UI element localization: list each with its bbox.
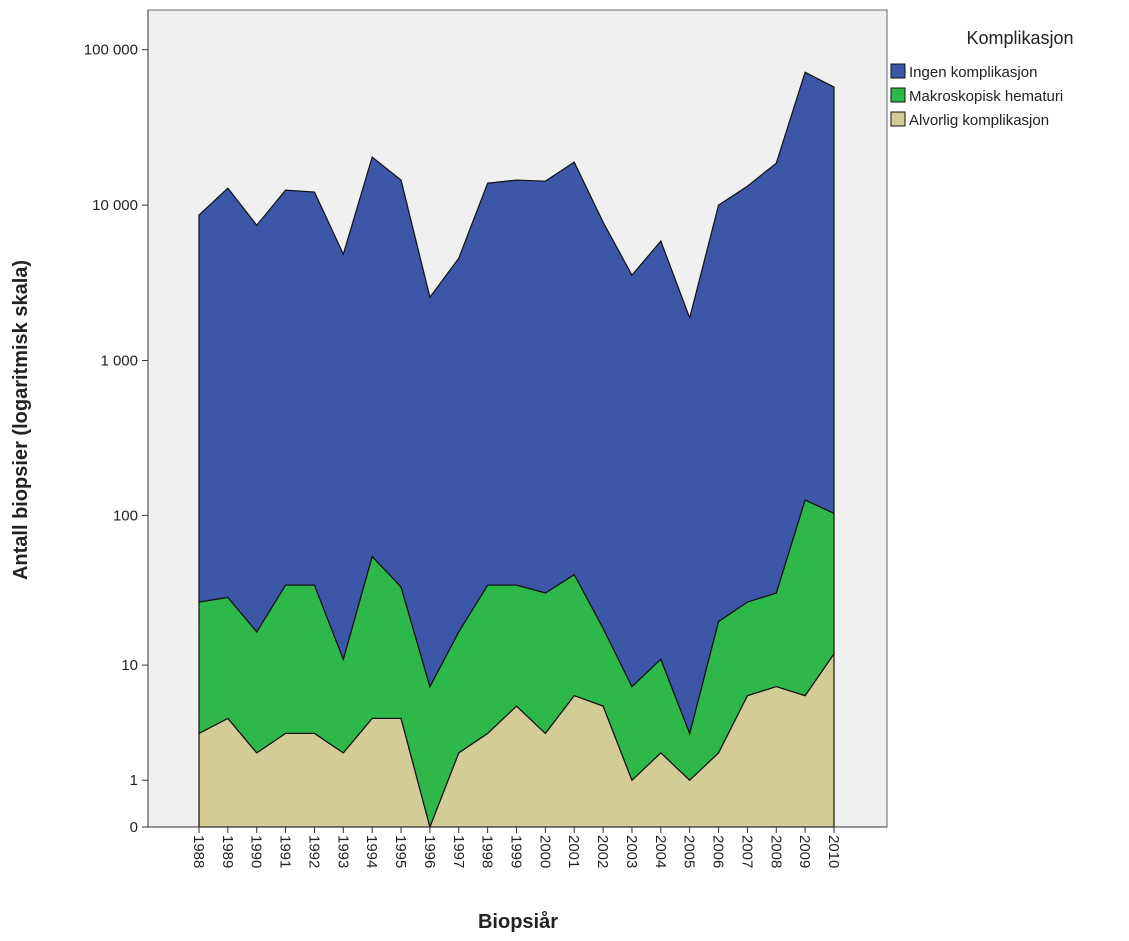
legend-swatch [890, 87, 906, 103]
x-tick-label: 1990 [248, 835, 265, 868]
legend-label: Alvorlig komplikasjon [909, 112, 1049, 129]
x-tick-label: 2006 [710, 835, 727, 868]
y-tick-label: 1 000 [100, 353, 138, 370]
y-tick-label: 100 000 [84, 42, 138, 59]
x-tick-label: 2000 [536, 835, 553, 868]
legend-swatch [890, 63, 906, 79]
x-tick-label: 1994 [363, 835, 380, 868]
x-tick-label: 2008 [767, 835, 784, 868]
x-tick-label: 2005 [681, 835, 698, 868]
x-axis-title: Biopsiår [478, 910, 558, 933]
x-tick-label: 1998 [479, 835, 496, 868]
y-tick-label: 10 [121, 657, 138, 674]
legend-title: Komplikasjon [966, 28, 1073, 48]
legend-label: Makroskopisk hematuri [909, 88, 1063, 105]
x-tick-label: 2010 [825, 835, 842, 868]
y-tick-label: 10 000 [92, 197, 138, 214]
x-tick-label: 1991 [277, 835, 294, 868]
x-tick-label: 1995 [392, 835, 409, 868]
x-tick-label: 1993 [334, 835, 351, 868]
y-tick-label: 0 [130, 819, 138, 836]
x-tick-label: 1988 [190, 835, 207, 868]
x-tick-label: 1992 [305, 835, 322, 868]
legend-swatch [890, 111, 906, 127]
x-tick-label: 2001 [565, 835, 582, 868]
x-tick-label: 2002 [594, 835, 611, 868]
x-tick-label: 2009 [796, 835, 813, 868]
legend-label: Ingen komplikasjon [909, 64, 1037, 81]
x-tick-label: 1989 [219, 835, 236, 868]
x-tick-label: 2004 [652, 835, 669, 868]
x-tick-label: 2007 [738, 835, 755, 868]
y-tick-label: 100 [113, 507, 138, 524]
y-tick-label: 1 [130, 772, 138, 789]
x-tick-label: 1997 [450, 835, 467, 868]
area [198, 71, 835, 736]
x-tick-label: 2003 [623, 835, 640, 868]
x-tick-label: 1996 [421, 835, 438, 868]
y-axis-title: Antall biopsier (logaritmisk skala) [10, 260, 32, 580]
x-tick-label: 1999 [508, 835, 525, 868]
